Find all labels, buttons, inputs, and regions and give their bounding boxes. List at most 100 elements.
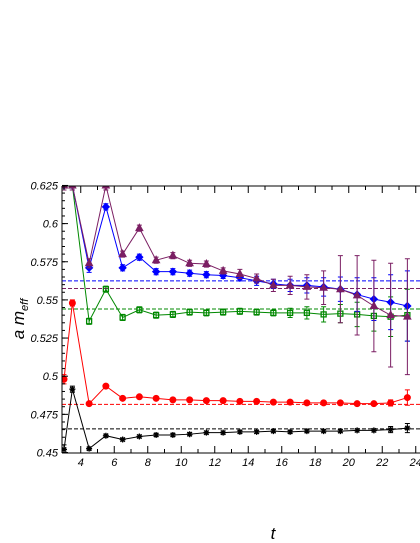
- data-point-marker: [136, 306, 143, 313]
- x-tick-label: 4: [78, 457, 84, 469]
- data-point-marker: [202, 270, 211, 279]
- data-point-marker: [186, 396, 194, 404]
- x-tick-label: 16: [276, 457, 289, 469]
- data-point-marker: [102, 382, 110, 390]
- data-point-marker: [219, 397, 227, 405]
- series-line-1: [63, 302, 408, 405]
- data-point-marker: [370, 400, 378, 408]
- data-point-marker: [169, 396, 177, 404]
- data-point-marker: [118, 249, 127, 258]
- data-point-marker: [369, 300, 379, 310]
- data-point-marker: [352, 290, 362, 299]
- y-tick-label: 0.525: [30, 333, 58, 345]
- y-axis-label: a meff: [9, 298, 31, 340]
- y-tick-label: 0.575: [30, 257, 58, 269]
- data-point-marker: [218, 265, 228, 274]
- data-point-marker: [136, 433, 143, 440]
- data-point-marker: [203, 429, 210, 436]
- data-point-marker: [303, 399, 311, 407]
- data-point-marker: [286, 398, 294, 406]
- data-point-marker: [151, 255, 161, 264]
- x-tick-label: 8: [145, 457, 152, 469]
- error-bar: [69, 186, 75, 191]
- data-point-marker: [185, 268, 194, 278]
- y-tick-label: 0.55: [37, 295, 59, 307]
- data-point-marker: [151, 267, 161, 276]
- data-point-marker: [336, 399, 344, 407]
- series-line-0: [63, 389, 408, 450]
- data-point-marker: [69, 386, 76, 393]
- data-point-marker: [85, 400, 93, 408]
- data-point-marker: [236, 428, 243, 435]
- data-point-marker: [202, 258, 211, 268]
- data-point-marker: [287, 428, 294, 435]
- y-axis-label-main: a m: [9, 311, 28, 339]
- data-point-marker: [270, 428, 277, 435]
- x-tick-label: 12: [209, 457, 221, 469]
- data-point-marker: [169, 431, 176, 438]
- y-tick-label: 0.5: [43, 371, 59, 383]
- data-point-marker: [303, 309, 311, 317]
- data-point-marker: [252, 273, 261, 282]
- data-point-marker: [404, 425, 411, 432]
- data-point-marker: [220, 429, 227, 436]
- y-tick-label: 0.45: [37, 448, 59, 460]
- data-point-marker: [320, 311, 327, 318]
- data-point-marker: [185, 258, 194, 267]
- data-point-marker: [135, 252, 144, 262]
- data-point-marker: [353, 400, 361, 408]
- data-point-marker: [152, 394, 160, 402]
- x-tick-label: 14: [242, 457, 254, 469]
- data-point-marker: [253, 397, 261, 405]
- series-line-4: [71, 186, 408, 318]
- data-point-marker: [269, 398, 277, 406]
- data-point-marker: [86, 445, 93, 452]
- data-point-marker: [202, 397, 210, 405]
- data-point-marker: [270, 309, 277, 317]
- series-layer: [62, 186, 412, 453]
- tick-labels: 0.45 0.475 0.5 0.525 0.55 0.575 0.6 0.625 4 6 8 10 1…: [30, 180, 420, 469]
- data-point-marker: [219, 308, 227, 316]
- data-point-marker: [168, 267, 178, 276]
- x-tick-label: 6: [111, 457, 118, 469]
- data-point-marker: [302, 281, 312, 290]
- series-line-3: [71, 186, 408, 307]
- x-tick-label: 20: [342, 457, 356, 469]
- data-point-marker: [236, 308, 244, 315]
- data-point-marker: [236, 397, 244, 405]
- data-point-marker: [286, 309, 294, 317]
- x-tick-label: 24: [409, 457, 420, 469]
- data-point-marker: [253, 428, 260, 435]
- axes-layer: [61, 184, 420, 454]
- data-point-marker: [203, 309, 210, 317]
- data-point-marker: [403, 311, 412, 320]
- data-point-marker: [168, 250, 178, 259]
- data-point-marker: [303, 428, 310, 435]
- data-point-marker: [269, 280, 278, 289]
- fit-lines: [62, 280, 420, 430]
- data-point-marker: [68, 186, 77, 189]
- error-bar: [304, 306, 310, 320]
- data-point-marker: [101, 186, 111, 189]
- data-point-marker: [403, 394, 411, 402]
- data-point-marker: [336, 284, 345, 293]
- y-tick-label: 0.625: [30, 180, 58, 192]
- data-point-marker: [118, 263, 127, 273]
- data-point-marker: [85, 318, 93, 325]
- data-point-marker: [186, 308, 193, 316]
- data-point-marker: [102, 432, 109, 439]
- error-bar: [103, 186, 109, 191]
- data-point-marker: [152, 312, 160, 319]
- data-point-marker: [119, 314, 126, 321]
- x-tick-label: 22: [375, 457, 388, 469]
- data-point-marker: [337, 428, 344, 435]
- data-point-marker: [320, 399, 328, 407]
- data-point-marker: [135, 223, 144, 232]
- data-point-marker: [370, 427, 377, 434]
- data-point-marker: [119, 394, 127, 402]
- data-point-marker: [119, 436, 126, 443]
- data-point-marker: [387, 426, 394, 433]
- data-point-marker: [101, 202, 111, 212]
- data-point-marker: [135, 393, 143, 401]
